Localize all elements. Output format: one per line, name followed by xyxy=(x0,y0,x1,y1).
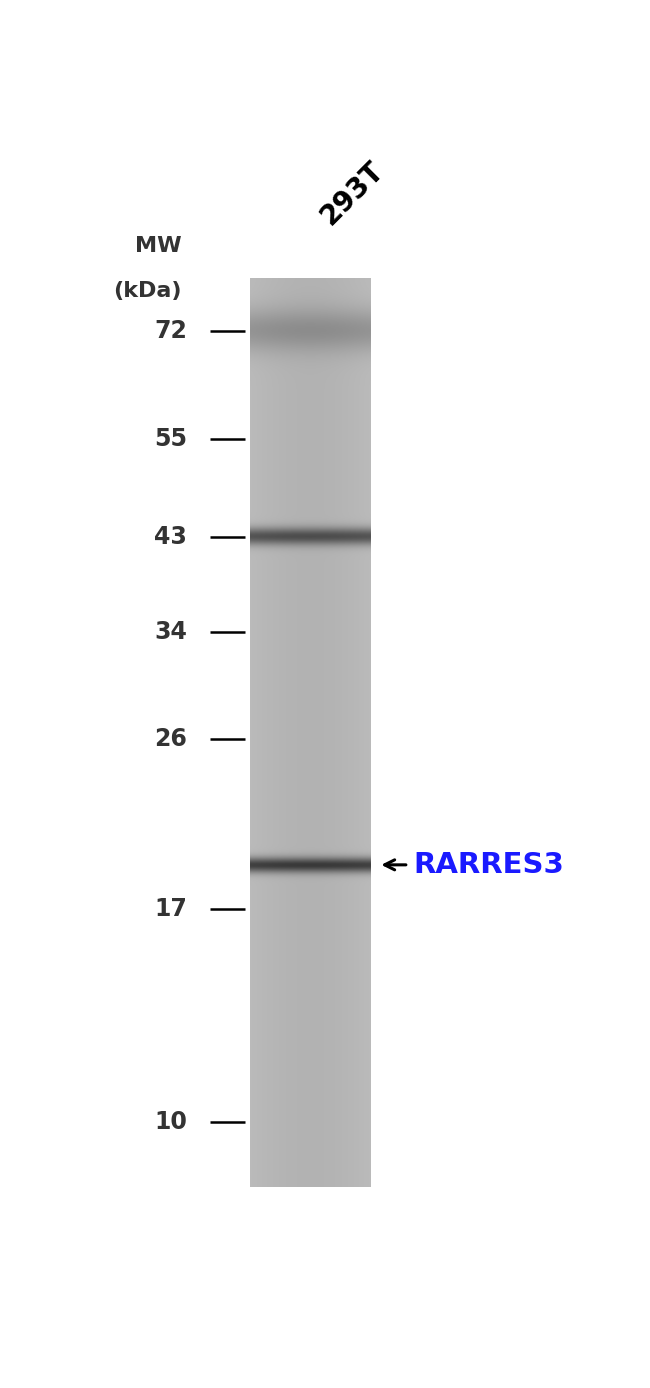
Text: 34: 34 xyxy=(154,619,187,644)
Text: 26: 26 xyxy=(154,727,187,751)
Text: 293T: 293T xyxy=(315,157,389,230)
Text: 17: 17 xyxy=(154,898,187,922)
Text: 43: 43 xyxy=(154,526,187,550)
Text: 55: 55 xyxy=(154,428,187,451)
Text: (kDa): (kDa) xyxy=(114,280,182,301)
Text: 10: 10 xyxy=(154,1110,187,1134)
Text: 72: 72 xyxy=(154,319,187,343)
Text: RARRES3: RARRES3 xyxy=(413,851,565,879)
Text: MW: MW xyxy=(135,236,182,257)
